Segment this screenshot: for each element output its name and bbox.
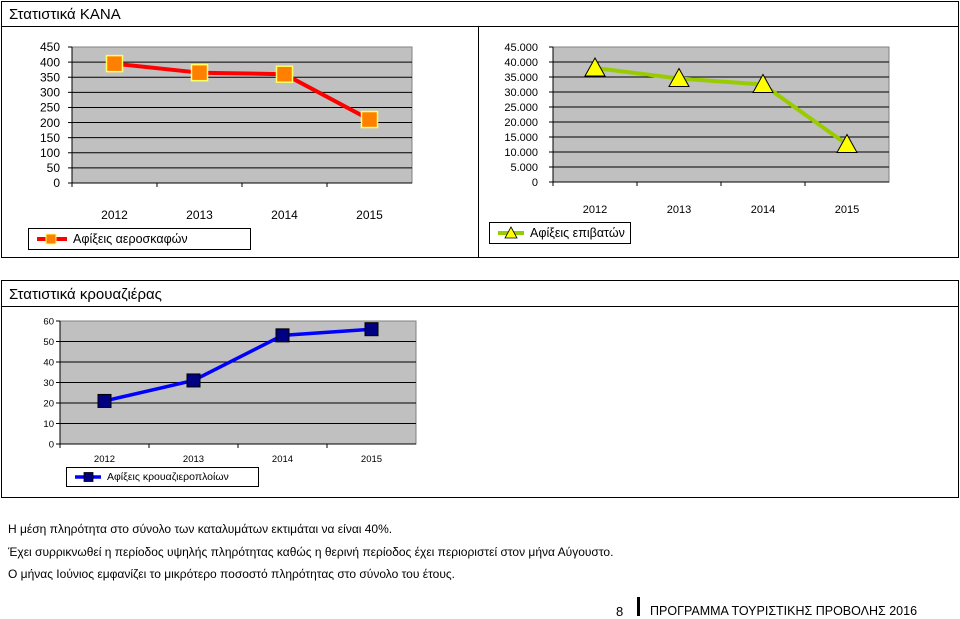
y-tick-label: 20.000 <box>504 117 538 129</box>
y-tick-label: 40.000 <box>504 57 538 69</box>
y-tick-label: 150 <box>40 131 60 145</box>
data-point-marker <box>836 133 858 153</box>
y-tick-label: 50 <box>47 161 61 175</box>
y-tick-label: 25.000 <box>504 102 538 114</box>
y-tick-label: 30.000 <box>504 87 538 99</box>
y-tick-label: 10 <box>43 419 54 430</box>
footer-divider <box>637 597 640 616</box>
y-tick-label: 45.000 <box>504 42 538 54</box>
y-tick-label: 60 <box>43 316 54 327</box>
legend-label-passengers: Αφίξεις επιβατών <box>530 226 625 240</box>
data-point-marker <box>97 393 112 408</box>
x-tick-label: 2014 <box>272 454 293 465</box>
data-point-marker <box>190 63 209 82</box>
y-tick-label: 350 <box>40 70 60 84</box>
paragraph-june: Ο μήνας Ιούνιος εμφανίζει το μικρότερο π… <box>8 567 456 581</box>
data-point-marker <box>364 322 379 337</box>
series-line <box>104 327 372 403</box>
y-tick-label: 20 <box>43 398 54 409</box>
x-tick-label: 2015 <box>356 208 383 222</box>
data-point-marker <box>668 67 690 87</box>
legend-cruise: Αφίξεις κρουαζιεροπλοίων <box>66 467 259 487</box>
x-tick-label: 2012 <box>94 454 115 465</box>
x-tick-label: 2012 <box>101 208 128 222</box>
y-tick-label: 250 <box>40 101 60 115</box>
series-line <box>114 61 371 122</box>
y-tick-label: 0 <box>532 177 538 189</box>
x-tick-label: 2014 <box>751 204 775 216</box>
legend-label-aircraft: Αφίξεις αεροσκαφών <box>73 232 188 246</box>
data-point-marker <box>275 65 294 83</box>
legend-marker-aircraft <box>37 233 67 245</box>
y-tick-label: 450 <box>40 40 60 54</box>
y-tick-label: 300 <box>40 86 60 100</box>
data-point-marker <box>186 373 201 388</box>
data-point-marker <box>360 110 379 129</box>
y-tick-label: 10.000 <box>504 147 538 159</box>
footer-program-title: ΠΡΟΓΡΑΜΜΑ ΤΟΥΡΙΣΤΙΚΗΣ ΠΡΟΒΟΛΗΣ 2016 <box>650 604 918 618</box>
legend-aircraft: Αφίξεις αεροσκαφών <box>28 228 251 250</box>
x-tick-label: 2015 <box>835 204 859 216</box>
data-point-marker <box>105 54 124 73</box>
y-tick-label: 0 <box>53 176 60 190</box>
x-tick-label: 2012 <box>583 204 607 216</box>
legend-passengers: Αφίξεις επιβατών <box>489 222 631 244</box>
y-tick-label: 400 <box>40 55 60 69</box>
y-tick-label: 15.000 <box>504 132 538 144</box>
y-tick-label: 50 <box>43 337 54 348</box>
y-tick-label: 0 <box>49 439 54 450</box>
x-tick-label: 2013 <box>186 208 213 222</box>
y-tick-label: 35.000 <box>504 72 538 84</box>
y-tick-label: 30 <box>43 378 54 389</box>
section1-header: Στατιστικά ΚΑΝΑ <box>1 1 959 27</box>
paragraph-high-season: Έχει συρρικνωθεί η περίοδος υψηλής πληρό… <box>8 545 614 559</box>
x-tick-label: 2013 <box>667 204 691 216</box>
chart-cell-passengers <box>478 26 959 258</box>
section2-title: Στατιστικά κρουαζιέρας <box>9 286 162 303</box>
chart-passenger-arrivals: 45.000 40.000 35.000 30.000 25.000 20.000 15.0… <box>504 42 890 216</box>
paragraph-occupancy: Η μέση πληρότητα στο σύνολο των καταλυμά… <box>8 522 393 536</box>
x-tick-label: 2014 <box>271 208 298 222</box>
section1-title: Στατιστικά ΚΑΝΑ <box>9 6 121 23</box>
legend-marker-cruise <box>75 472 101 482</box>
footer-page-number: 8 <box>616 604 624 619</box>
section2-header: Στατιστικά κρουαζιέρας <box>1 280 959 307</box>
x-tick-label: 2013 <box>183 454 204 465</box>
chart-cruise-arrivals: 60 50 40 30 20 10 0 2012 2013 2014 2015 <box>43 316 417 465</box>
y-tick-label: 100 <box>40 146 60 160</box>
chart-cell-cruise <box>1 306 959 498</box>
data-point-marker <box>275 328 290 343</box>
legend-marker-passengers <box>498 226 524 239</box>
y-tick-label: 40 <box>43 357 54 368</box>
x-tick-label: 2015 <box>361 454 382 465</box>
data-point-marker <box>752 73 774 93</box>
series-line <box>594 66 849 147</box>
y-tick-label: 5.000 <box>510 162 538 174</box>
data-point-marker <box>584 56 606 77</box>
legend-label-cruise: Αφίξεις κρουαζιεροπλοίων <box>107 471 229 483</box>
y-tick-label: 200 <box>40 116 60 130</box>
